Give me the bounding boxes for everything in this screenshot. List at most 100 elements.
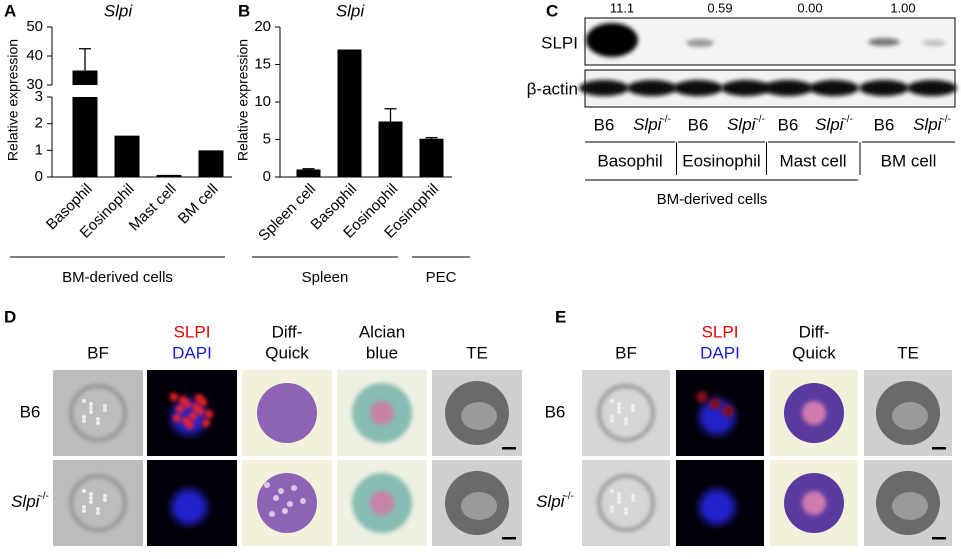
cell-shape: [69, 384, 127, 442]
granule: [89, 410, 93, 414]
genotype-label: B6: [778, 115, 799, 134]
x-tick-label: Mast cell: [126, 181, 180, 235]
gene-name: Slpi: [536, 492, 566, 511]
column-header: Diff-: [272, 322, 303, 341]
slpi-signal: [709, 398, 721, 410]
micrograph: [242, 370, 332, 456]
granule: [631, 498, 635, 502]
micrograph: [242, 460, 332, 546]
granule: [624, 417, 628, 421]
superscript: -/-: [39, 491, 48, 502]
column-header: blue: [366, 343, 398, 362]
superscript: -/-: [661, 114, 670, 125]
micrograph: [53, 370, 143, 456]
nucleus: [461, 402, 497, 430]
image-bg: [582, 460, 670, 546]
error-bar: [384, 108, 397, 122]
x-tick-label: BM cell: [175, 181, 222, 228]
nucleus: [171, 489, 207, 525]
scale-bar: [502, 537, 516, 540]
micrograph: [864, 370, 952, 456]
bar: [419, 138, 444, 177]
blot-band: [673, 80, 723, 96]
genotype-label: Slpi-/-: [536, 491, 574, 512]
image-bg: [53, 370, 143, 456]
granule: [617, 500, 621, 504]
cell-type-label: Mast cell: [779, 151, 846, 170]
micrograph: [582, 460, 670, 546]
y-tick-label: 5: [263, 130, 271, 147]
genotype-label: B6: [688, 115, 709, 134]
cell-shape: [370, 491, 394, 515]
granule: [89, 402, 93, 406]
blot-band: [809, 80, 859, 96]
column-header: Quick: [792, 343, 836, 362]
granule: [82, 509, 86, 513]
bar: [198, 150, 224, 177]
bar: [337, 49, 362, 177]
micrograph: [676, 460, 764, 546]
granule: [278, 488, 284, 494]
micrograph: [432, 370, 522, 456]
x-tick-label: Spleen cell: [255, 181, 319, 245]
granule: [610, 415, 614, 419]
gene-name: Slpi: [913, 115, 943, 134]
granule: [287, 501, 293, 507]
granule: [617, 496, 621, 500]
granule: [624, 421, 628, 425]
panel-label: C: [546, 1, 558, 20]
granule: [631, 494, 635, 498]
blot-band: [627, 80, 677, 96]
micrograph: [770, 460, 858, 546]
bar: [114, 135, 140, 177]
column-header: Diff-: [799, 322, 830, 341]
granule: [82, 399, 86, 403]
column-header: BF: [615, 343, 637, 362]
column-header: DAPI: [700, 343, 740, 362]
y-tick-label: 2: [35, 115, 43, 132]
slpi-signal: [195, 394, 203, 402]
bar: [72, 70, 98, 177]
blot-row-label: β-actin: [527, 79, 578, 98]
granule: [96, 417, 100, 421]
granule: [617, 410, 621, 414]
y-tick-label: 15: [254, 55, 271, 72]
genotype-label: Slpi-/-: [633, 114, 671, 135]
superscript: -/-: [941, 114, 950, 125]
blot-row-label: SLPI: [541, 33, 578, 52]
micrograph: [676, 370, 764, 456]
granule: [610, 399, 614, 403]
genotype-label: B6: [545, 402, 566, 421]
slpi-signal: [696, 391, 708, 403]
granule: [89, 496, 93, 500]
quantification: 0.59: [707, 0, 732, 15]
column-header: BF: [87, 343, 109, 362]
micrograph: [432, 460, 522, 546]
slpi-signal: [179, 396, 187, 404]
granule: [624, 507, 628, 511]
cell-shape: [257, 473, 317, 533]
blot-band: [586, 23, 638, 57]
genotype-label: Slpi-/-: [727, 114, 765, 135]
superscript: -/-: [564, 491, 573, 502]
quantification: 0.00: [797, 0, 822, 15]
panel-label: E: [555, 307, 566, 326]
y-tick-label: 10: [254, 93, 271, 110]
micrograph: [582, 370, 670, 456]
y-axis-label: Relative expression: [235, 39, 251, 161]
granule: [82, 489, 86, 493]
granule: [291, 485, 297, 491]
blot-band: [859, 80, 909, 96]
genotype-label: Slpi-/-: [11, 491, 49, 512]
nucleus: [461, 492, 497, 520]
micrograph: [770, 370, 858, 456]
cell-shape: [370, 401, 394, 425]
slpi-signal: [176, 405, 184, 413]
scale-bar: [932, 447, 946, 450]
scale-bar: [932, 537, 946, 540]
granule: [96, 421, 100, 425]
granule: [631, 408, 635, 412]
bar: [296, 169, 321, 177]
slpi-signal: [170, 393, 178, 401]
